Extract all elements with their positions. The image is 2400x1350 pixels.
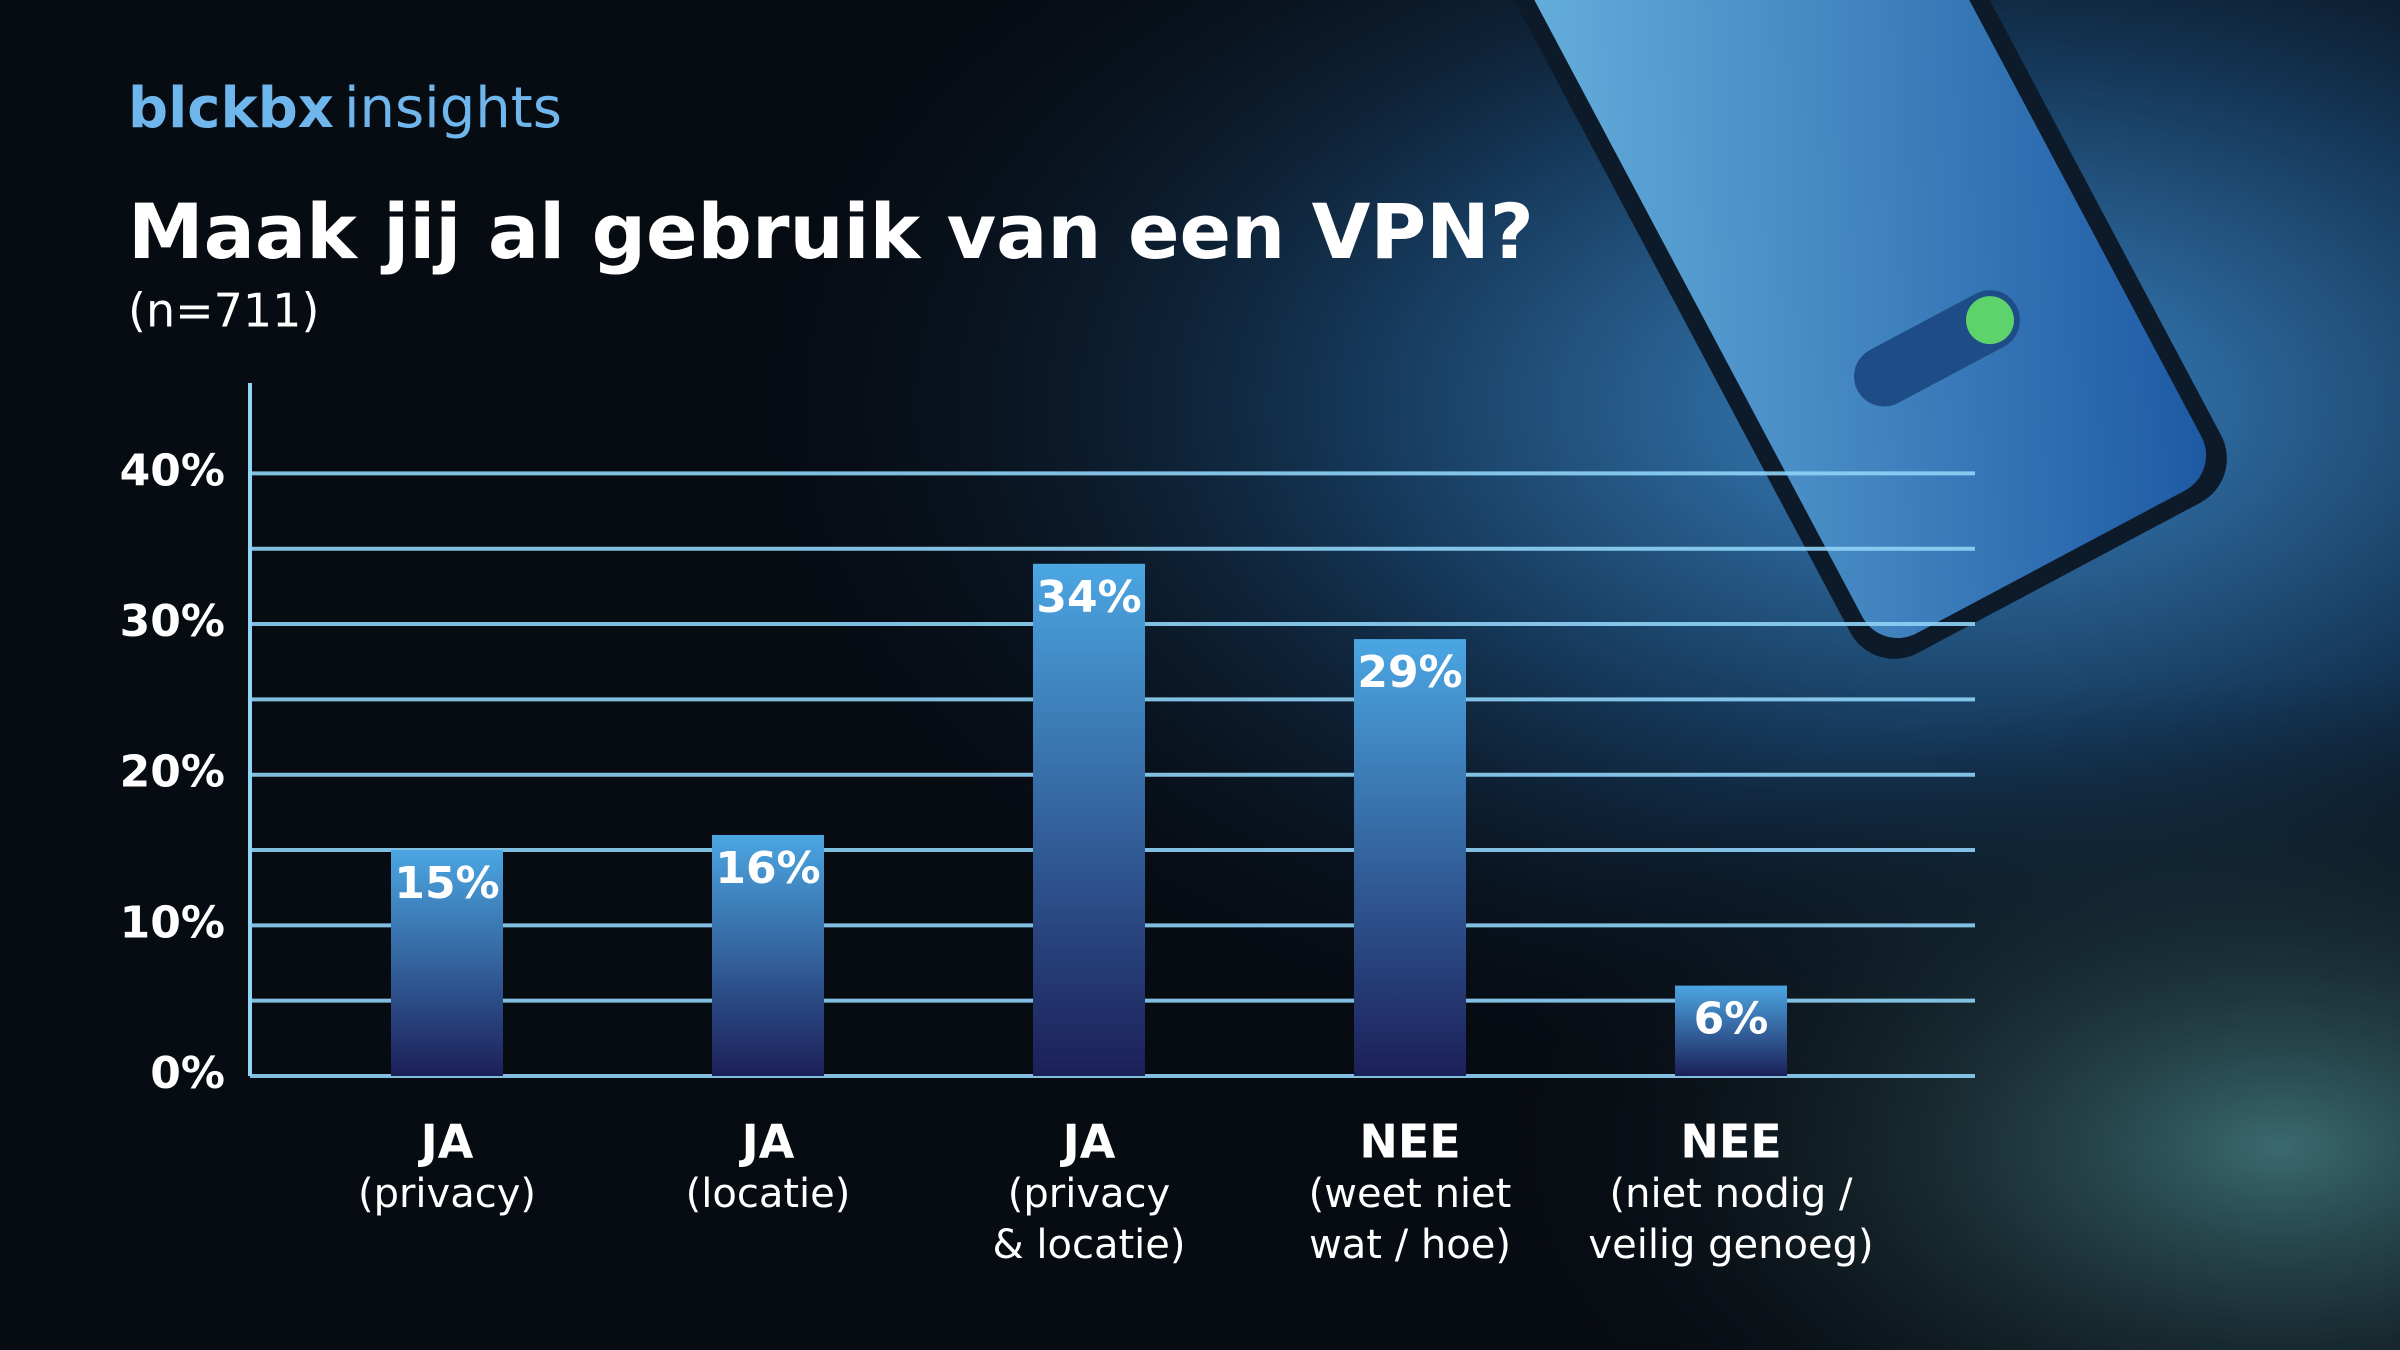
x-tick-sublabel: (privacy bbox=[1008, 1171, 1170, 1217]
x-tick-label: JA bbox=[739, 1115, 795, 1169]
phone bbox=[1506, 0, 2227, 659]
chart-title: Maak jij al gebruik van een VPN? bbox=[128, 187, 1534, 276]
chart-subtitle: (n=711) bbox=[128, 284, 319, 338]
x-tick-sublabel: (niet nodig / bbox=[1610, 1171, 1854, 1217]
bar bbox=[391, 850, 503, 1076]
bar bbox=[1675, 985, 1787, 1076]
y-tick-label: 40% bbox=[120, 445, 225, 496]
y-tick-label: 0% bbox=[150, 1048, 225, 1099]
x-tick-label: JA bbox=[418, 1115, 474, 1169]
x-tick-label: JA bbox=[1060, 1115, 1116, 1169]
x-tick-sublabel: (locatie) bbox=[686, 1171, 851, 1217]
x-tick-sublabel: wat / hoe) bbox=[1309, 1222, 1511, 1268]
x-tick-sublabel: (weet niet bbox=[1309, 1171, 1512, 1217]
bar bbox=[712, 834, 824, 1076]
bar bbox=[1354, 639, 1466, 1076]
brand-suffix: insights bbox=[344, 76, 562, 141]
phone-toggle-knob bbox=[1965, 296, 2014, 345]
value-label: 29% bbox=[1357, 647, 1462, 698]
value-label: 15% bbox=[394, 858, 499, 909]
value-label: 6% bbox=[1694, 994, 1769, 1045]
phone-screen bbox=[1527, 0, 2207, 638]
bar bbox=[1033, 563, 1145, 1076]
brand-name: blckbx bbox=[128, 76, 334, 141]
value-label: 16% bbox=[715, 843, 820, 894]
x-tick-sublabel: (privacy) bbox=[358, 1171, 536, 1217]
x-tick-label: NEE bbox=[1680, 1115, 1781, 1169]
value-label: 34% bbox=[1036, 572, 1141, 623]
brand: blckbx insights bbox=[128, 76, 562, 141]
x-tick-sublabel: & locatie) bbox=[992, 1222, 1185, 1268]
y-tick-label: 30% bbox=[120, 596, 225, 647]
y-tick-label: 10% bbox=[120, 897, 225, 948]
y-tick-label: 20% bbox=[120, 747, 225, 798]
x-tick-sublabel: veilig genoeg) bbox=[1588, 1222, 1873, 1268]
x-tick-label: NEE bbox=[1359, 1115, 1460, 1169]
